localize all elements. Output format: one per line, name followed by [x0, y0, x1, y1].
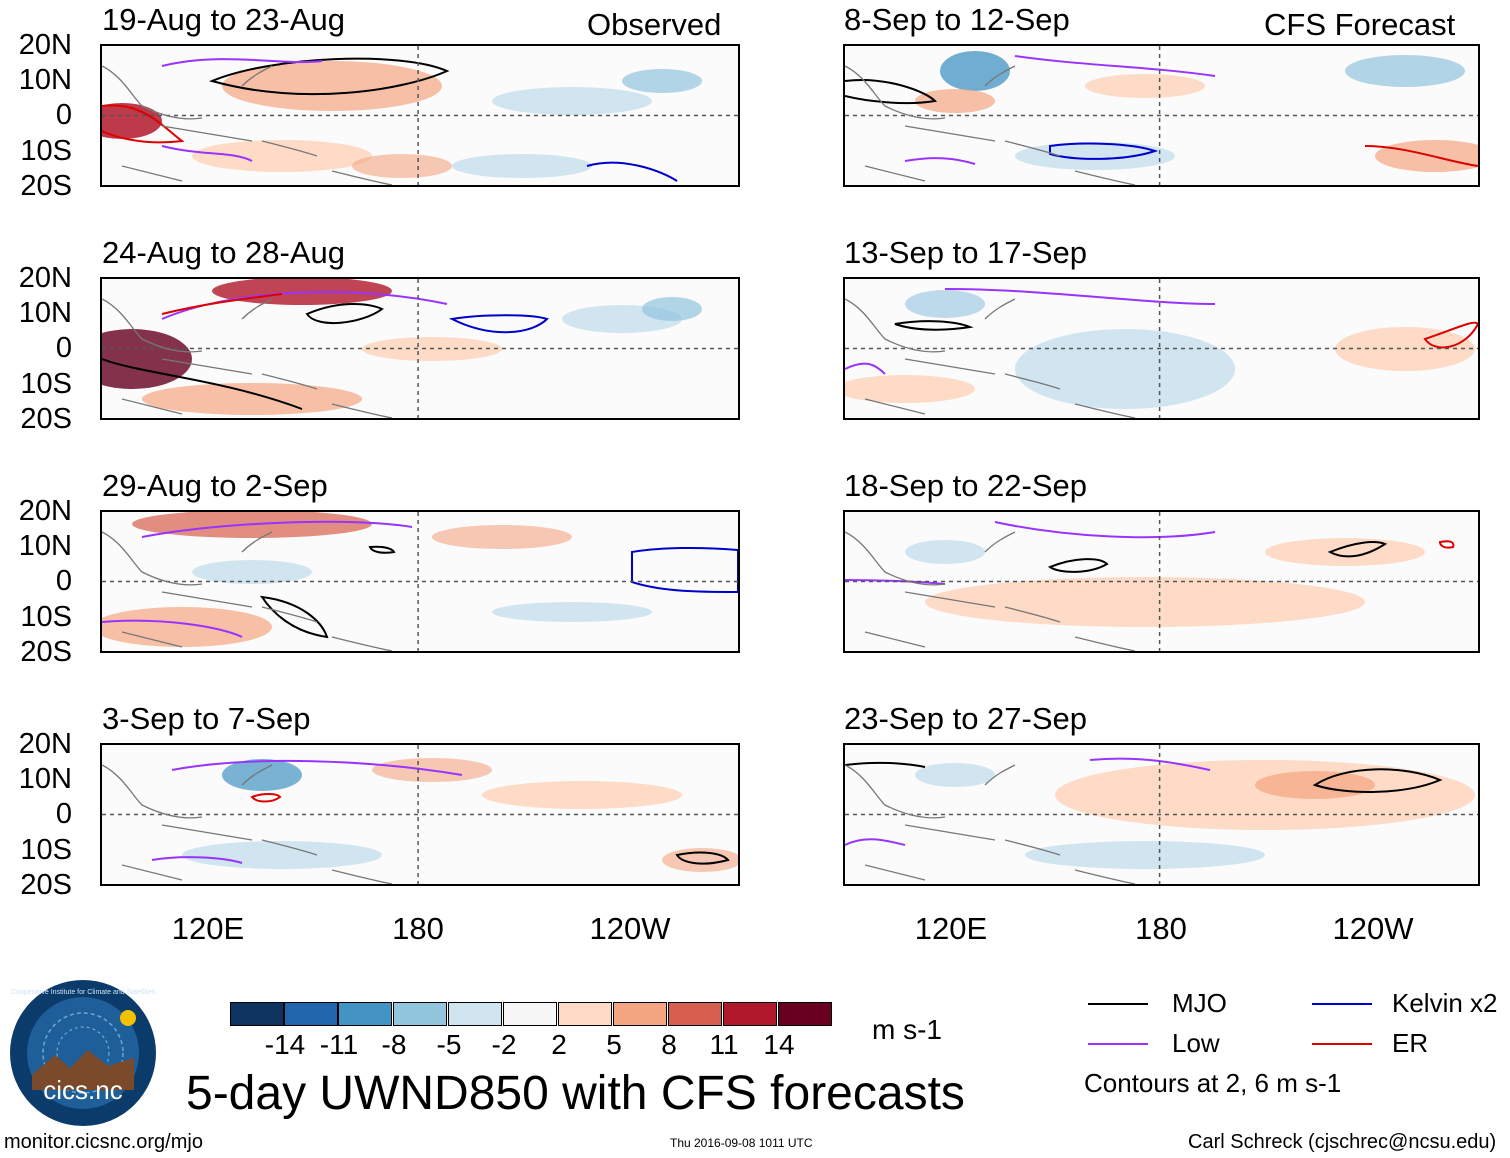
colorbar-swatch — [338, 1002, 392, 1026]
colorbar-label: 8 — [661, 1029, 677, 1060]
colorbar-label: -2 — [491, 1029, 517, 1060]
coastline — [845, 65, 1136, 185]
panel-title-fc-4: 23-Sep to 27-Sep — [844, 701, 1088, 736]
coastline — [102, 298, 393, 418]
figure-title: 5-day UWND850 with CFS forecasts — [186, 1067, 965, 1120]
lon-label: 120W — [589, 911, 671, 946]
coastline — [845, 298, 1136, 418]
lon-label: 120E — [171, 911, 245, 946]
lat-label: 0 — [55, 565, 72, 597]
observed-header: Observed — [587, 7, 722, 42]
legend-line-kelvin — [1312, 1003, 1372, 1005]
lat-label: 20S — [20, 636, 72, 668]
panel-title-fc-1: 8-Sep to 12-Sep — [844, 2, 1070, 37]
colorbar-units: m s-1 — [872, 1014, 942, 1045]
map-panel-fc-2 — [843, 277, 1480, 420]
map-panel-obs-1 — [100, 44, 740, 187]
colorbar-label: 11 — [709, 1029, 739, 1060]
legend-label-kelvin: Kelvin x2 — [1392, 988, 1498, 1018]
lat-label: 20S — [20, 403, 72, 435]
lat-label: 20N — [18, 29, 72, 61]
panel-title-fc-2: 13-Sep to 17-Sep — [844, 235, 1088, 270]
colorbar-swatch — [778, 1002, 832, 1026]
coastline — [102, 531, 393, 651]
map-panel-fc-3 — [843, 510, 1480, 653]
map-canvas — [102, 745, 738, 884]
colorbar-swatch — [613, 1002, 667, 1026]
map-panel-fc-4 — [843, 743, 1480, 886]
logo-ring-text: Cooperative Institute for Climate and Sa… — [11, 989, 155, 996]
legend-line-mjo — [1088, 1003, 1148, 1005]
legend-line-er — [1312, 1043, 1372, 1045]
panel-title-fc-3: 18-Sep to 22-Sep — [844, 468, 1088, 503]
panel-title-obs-2: 24-Aug to 28-Aug — [102, 235, 346, 270]
forecast-header: CFS Forecast — [1264, 7, 1456, 42]
map-panel-obs-4 — [100, 743, 740, 886]
footer-author: Carl Schreck (cjschrec@ncsu.edu) — [1188, 1131, 1497, 1153]
lat-label: 0 — [55, 332, 72, 364]
map-canvas — [845, 46, 1478, 185]
legend-line-low — [1088, 1043, 1148, 1045]
footer-timestamp: Thu 2016-09-08 1011 UTC — [670, 1136, 813, 1150]
lat-label: 20S — [20, 170, 72, 202]
coastline — [845, 531, 1136, 651]
colorbar-swatch — [558, 1002, 612, 1026]
map-panel-obs-3 — [100, 510, 740, 653]
lat-label: 10S — [20, 368, 72, 400]
colorbar-label: -8 — [381, 1029, 407, 1060]
lat-label: 0 — [55, 99, 72, 131]
lat-label: 10N — [18, 530, 72, 562]
lat-label: 10N — [18, 297, 72, 329]
lon-label: 120E — [914, 911, 988, 946]
colorbar-label: -14 — [264, 1029, 306, 1060]
lat-label: 10N — [18, 64, 72, 96]
map-canvas — [845, 279, 1478, 418]
colorbar-swatch — [393, 1002, 447, 1026]
lat-label: 10S — [20, 135, 72, 167]
colorbar-swatch — [503, 1002, 557, 1026]
map-panel-obs-2 — [100, 277, 740, 420]
lat-label: 20N — [18, 495, 72, 527]
lon-label: 180 — [1135, 911, 1187, 946]
lat-label: 10N — [18, 763, 72, 795]
coastline — [102, 65, 393, 185]
lon-label: 120W — [1332, 911, 1414, 946]
colorbar-swatch — [284, 1002, 338, 1026]
lat-label: 0 — [55, 798, 72, 830]
legend-label-mjo: MJO — [1172, 988, 1227, 1018]
globe-icon — [27, 997, 139, 1109]
map-canvas — [845, 745, 1478, 884]
logo-text: cics.nc — [43, 1075, 123, 1105]
colorbar-swatch — [668, 1002, 722, 1026]
footer-url: monitor.cicsnc.org/mjo — [4, 1131, 203, 1153]
coastline — [845, 764, 1136, 884]
map-panel-fc-1 — [843, 44, 1480, 187]
lat-label: 20N — [18, 728, 72, 760]
map-canvas — [102, 512, 738, 651]
map-canvas — [102, 279, 738, 418]
cics-logo: cics.nc Cooperative Institute for Climat… — [10, 980, 156, 1126]
map-canvas — [102, 46, 738, 185]
legend-note: Contours at 2, 6 m s-1 — [1084, 1068, 1342, 1098]
legend-label-low: Low — [1172, 1028, 1220, 1058]
panel-title-obs-1: 19-Aug to 23-Aug — [102, 2, 346, 37]
colorbar-swatch — [448, 1002, 502, 1026]
lat-label: 20N — [18, 262, 72, 294]
coastline — [102, 764, 393, 884]
lat-label: 10S — [20, 834, 72, 866]
colorbar-swatch — [723, 1002, 777, 1026]
colorbar-label: 2 — [551, 1029, 567, 1060]
panel-title-obs-4: 3-Sep to 7-Sep — [102, 701, 311, 736]
lon-label: 180 — [392, 911, 444, 946]
panel-title-obs-3: 29-Aug to 2-Sep — [102, 468, 328, 503]
lat-label: 10S — [20, 601, 72, 633]
lat-label: 20S — [20, 869, 72, 901]
legend-label-er: ER — [1392, 1028, 1429, 1058]
colorbar-label: 14 — [763, 1029, 795, 1060]
colorbar-label: -5 — [436, 1029, 462, 1060]
colorbar-swatch — [230, 1002, 284, 1026]
map-canvas — [845, 512, 1478, 651]
colorbar-label: 5 — [606, 1029, 622, 1060]
colorbar-label: -11 — [319, 1029, 359, 1060]
